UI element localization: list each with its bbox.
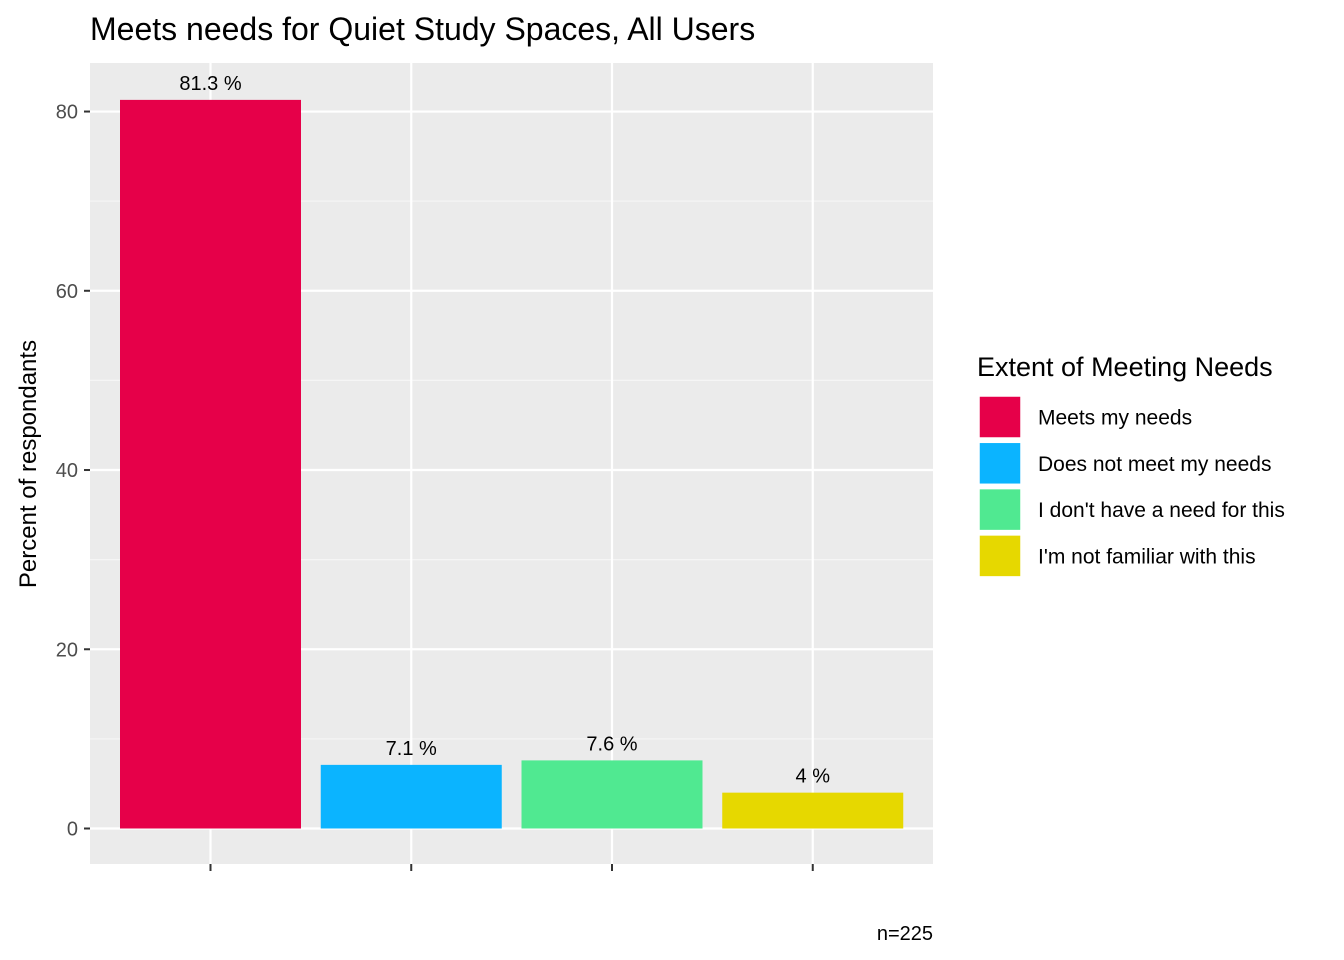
y-tick-label: 80	[56, 102, 78, 124]
legend-key-1	[978, 395, 1022, 439]
legend: Extent of Meeting Needs Meets my needs Do…	[977, 352, 1285, 578]
legend-key-3	[978, 487, 1022, 532]
data-labels: 81.3 % 7.1 % 7.6 % 4 %	[179, 73, 830, 788]
legend-title: Extent of Meeting Needs	[977, 352, 1273, 382]
y-tick-label: 0	[67, 819, 78, 841]
bar-4	[722, 792, 904, 829]
data-label-4: 4 %	[796, 766, 831, 788]
legend-key-2	[978, 441, 1022, 486]
data-label-3: 7.6 %	[586, 733, 637, 755]
x-axis	[209, 864, 814, 871]
y-axis-title: Percent of respondants	[15, 340, 42, 588]
bar-3	[521, 760, 703, 829]
y-tick-label: 40	[56, 460, 78, 482]
y-axis: 0 20 40 60 80	[56, 102, 90, 841]
chart-caption: n=225	[877, 923, 933, 945]
legend-label-3: I don't have a need for this	[1038, 499, 1285, 522]
legend-key-4	[978, 534, 1022, 578]
y-tick-label: 60	[56, 281, 78, 303]
legend-label-4: I'm not familiar with this	[1038, 545, 1256, 568]
legend-label-1: Meets my needs	[1038, 407, 1192, 430]
chart-title: Meets needs for Quiet Study Spaces, All …	[90, 11, 755, 47]
bar-1	[120, 99, 301, 829]
data-label-2: 7.1 %	[386, 738, 437, 760]
y-tick-label: 20	[56, 639, 78, 661]
bar-2	[320, 764, 502, 829]
data-label-1: 81.3 %	[179, 73, 241, 95]
bars	[120, 99, 904, 829]
legend-label-2: Does not meet my needs	[1038, 453, 1271, 476]
